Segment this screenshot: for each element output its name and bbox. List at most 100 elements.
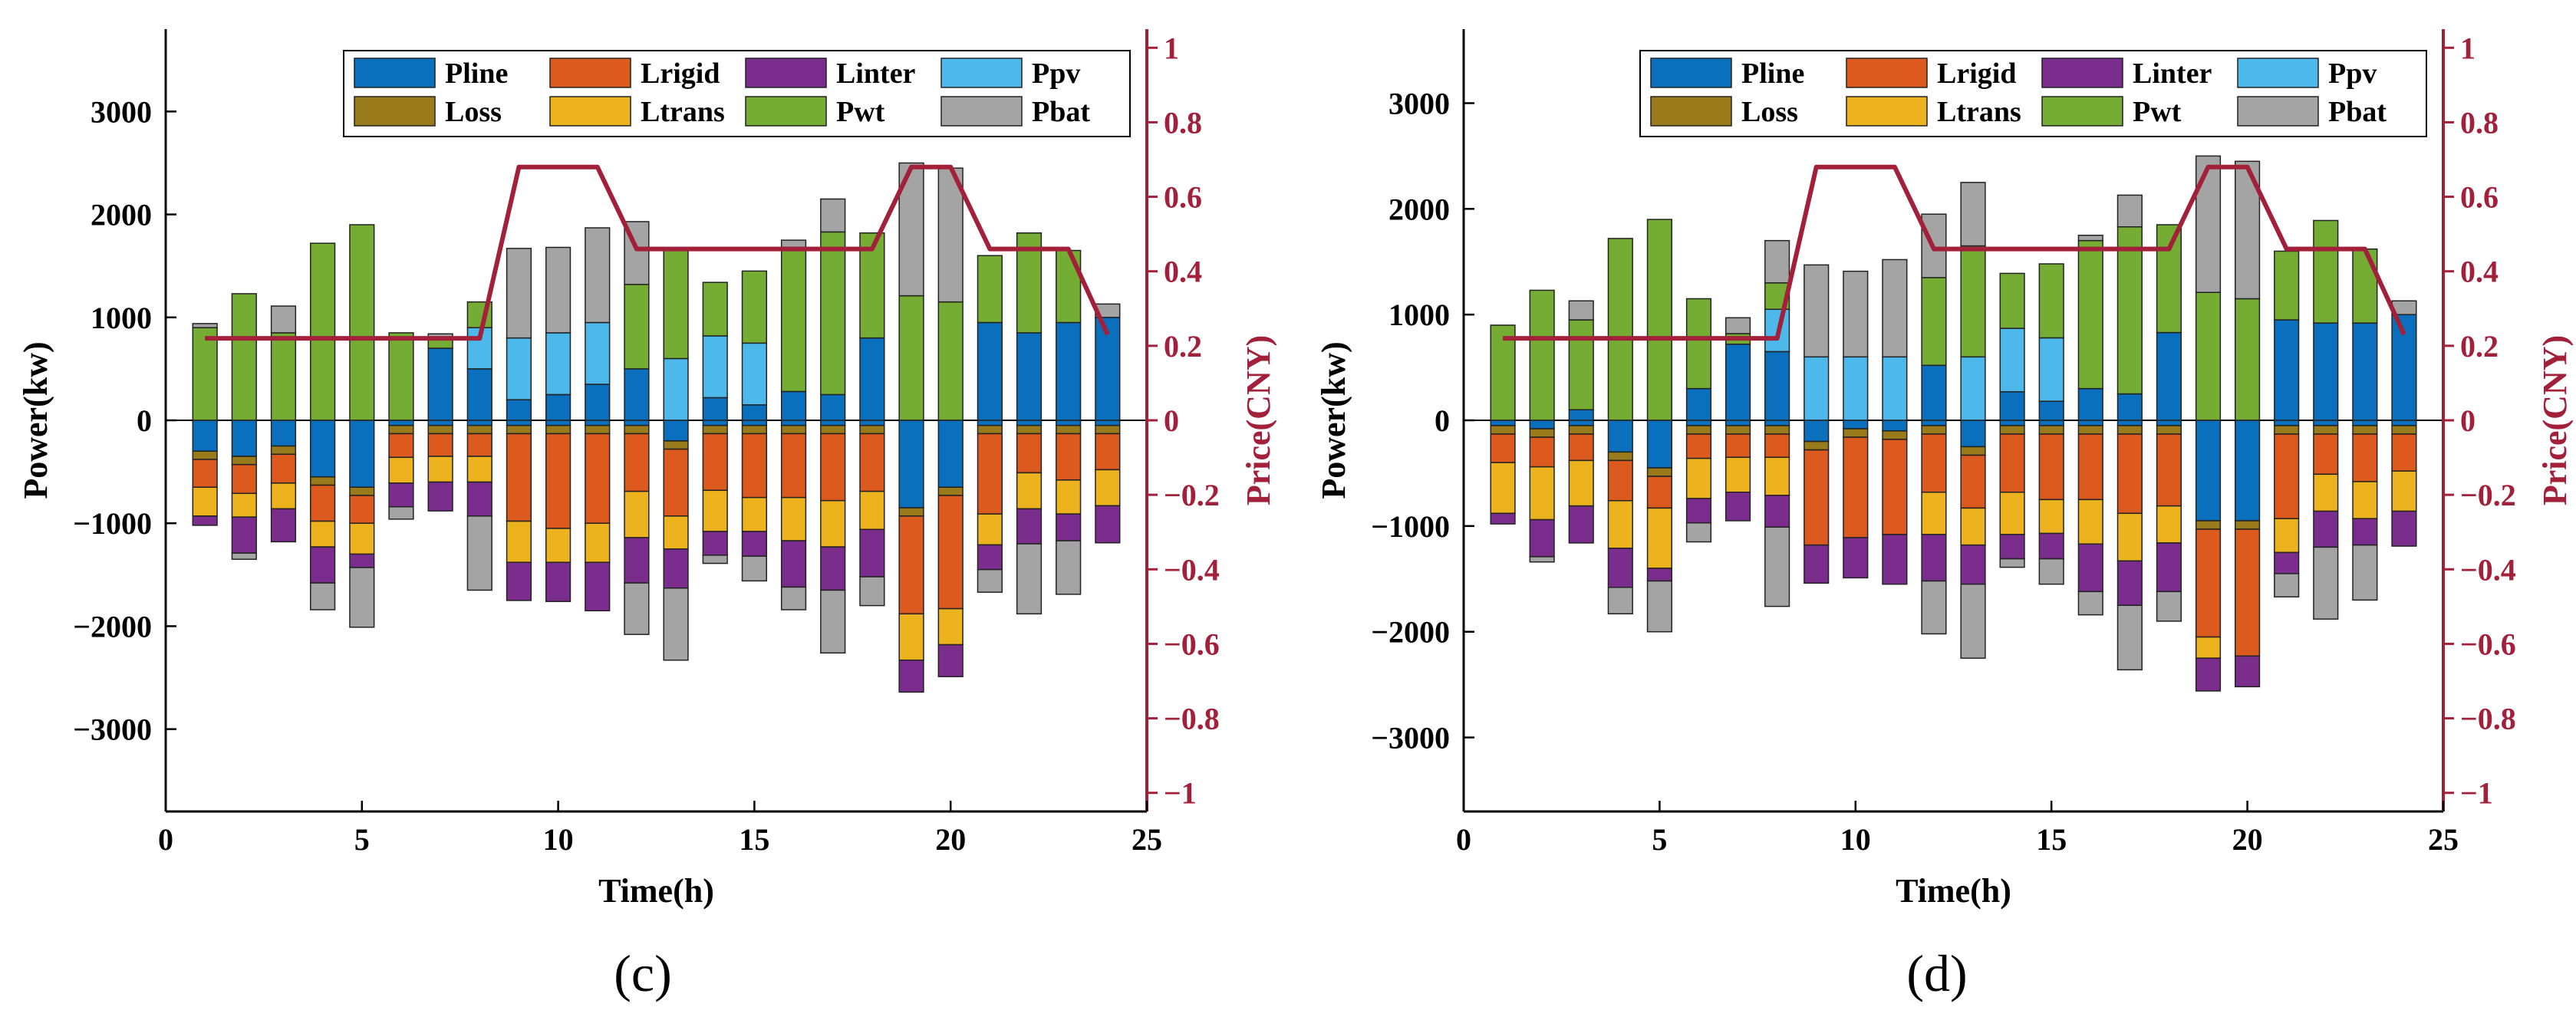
- legend-label-pwt: Pwt: [836, 96, 885, 128]
- bar-neg-ltrans-h14: [702, 489, 728, 532]
- bar-neg-pbat-h8: [466, 515, 492, 591]
- bar-neg-linter-h3: [1568, 505, 1594, 544]
- bar-neg-pline-h23: [2352, 420, 2378, 426]
- bar-neg-pline-h18: [2156, 420, 2182, 426]
- bar-neg-ltrans-h22: [1016, 472, 1043, 510]
- bar-neg-linter-h15: [741, 531, 768, 557]
- bar-neg-pbat-h5: [1646, 580, 1672, 633]
- bar-neg-loss-h8: [466, 424, 492, 435]
- bar-neg-linter-h7: [1724, 491, 1751, 522]
- bar-neg-ltrans-h13: [663, 515, 689, 550]
- bar-neg-pbat-h5: [349, 567, 375, 628]
- bar-neg-lrigid-h21: [2274, 433, 2300, 519]
- bar-pline-h14: [1999, 391, 2025, 421]
- legend-label-loss: Loss: [1741, 96, 1798, 128]
- bar-neg-pbat-h2: [231, 552, 257, 560]
- bar-pline-h7: [1724, 344, 1751, 421]
- bar-neg-loss-h9: [506, 424, 532, 435]
- bar-neg-pbat-h16: [2077, 591, 2103, 616]
- bar-neg-linter-h19: [2195, 657, 2222, 692]
- bar-neg-pbat-h4: [310, 582, 336, 611]
- bar-ppv-h15: [2038, 337, 2064, 402]
- y2-tick-label: 0: [2460, 403, 2476, 438]
- bar-neg-loss-h19: [2195, 520, 2222, 530]
- legend-label-lrigid: Lrigid: [1937, 58, 2016, 90]
- bar-neg-linter-h16: [2077, 543, 2103, 593]
- bar-neg-ltrans-h5: [349, 522, 375, 555]
- bar-neg-ltrans-h14: [1999, 491, 2025, 535]
- bar-pline-h14: [702, 397, 728, 421]
- bar-pwt-h13: [1960, 245, 1986, 358]
- bar-pline-h22: [1016, 332, 1043, 421]
- bar-neg-lrigid-h5: [349, 495, 375, 524]
- bar-pline-h12: [1921, 364, 1947, 421]
- bar-neg-pbat-h14: [1999, 558, 2025, 568]
- legend-label-linter: Linter: [836, 58, 916, 90]
- bar-neg-pline-h1: [1490, 420, 1516, 426]
- bar-neg-pbat-h15: [2038, 558, 2064, 585]
- bar-neg-pline-h4: [1607, 420, 1633, 453]
- bar-neg-lrigid-h6: [388, 433, 414, 459]
- bar-neg-loss-h22: [1016, 424, 1043, 435]
- bar-neg-ltrans-h16: [2077, 499, 2103, 545]
- legend-swatch-pwt: [2041, 96, 2123, 127]
- bar-neg-pbat-h18: [2156, 591, 2182, 622]
- y-tick-label: −2000: [73, 609, 152, 644]
- y2-tick-label: 0: [1164, 403, 1179, 438]
- bar-neg-loss-h20: [937, 486, 964, 496]
- bar-pline-h23: [1056, 321, 1082, 421]
- bar-neg-linter-h12: [1921, 534, 1947, 582]
- bar-neg-lrigid-h8: [1764, 433, 1790, 458]
- bar-neg-loss-h22: [2313, 425, 2339, 435]
- legend-label-linter: Linter: [2133, 58, 2212, 90]
- bar-neg-pbat-h18: [859, 576, 885, 607]
- bar-neg-loss-h11: [1882, 430, 1908, 440]
- y2-tick-label: 1: [1164, 31, 1179, 65]
- bar-pwt-h1: [1490, 324, 1516, 421]
- bar-pwt-h16: [2077, 239, 2103, 390]
- bar-pwt-h5: [349, 224, 375, 421]
- y2-tick-label: −0.2: [2460, 478, 2516, 512]
- bar-neg-linter-h1: [1490, 512, 1516, 525]
- bar-neg-ltrans-h23: [1056, 479, 1082, 515]
- bar-neg-pline-h9: [506, 420, 532, 426]
- bar-neg-linter-h13: [1960, 544, 1986, 585]
- bar-neg-pline-h22: [2313, 420, 2339, 426]
- bar-neg-loss-h3: [1568, 425, 1594, 435]
- bar-neg-ltrans-h23: [2352, 481, 2378, 519]
- bar-neg-pbat-h12: [624, 582, 650, 635]
- bar-pline-h23: [2352, 322, 2378, 421]
- bar-neg-lrigid-h13: [663, 448, 689, 517]
- bar-neg-loss-h5: [1646, 467, 1672, 477]
- bar-pline-h21: [2274, 319, 2300, 421]
- bar-neg-pline-h17: [2116, 420, 2143, 426]
- bar-pwt-h12: [624, 284, 650, 370]
- y2-tick-label: 0.2: [1164, 329, 1202, 364]
- legend-label-ppv: Ppv: [1032, 58, 1080, 90]
- bar-neg-lrigid-h21: [977, 433, 1003, 515]
- legend-label-pbat: Pbat: [2328, 96, 2387, 128]
- bar-neg-ltrans-h24: [1095, 469, 1121, 507]
- y2-tick-label: −0.8: [1164, 702, 1220, 736]
- bar-neg-lrigid-h24: [1095, 433, 1121, 471]
- bar-neg-pline-h8: [466, 420, 492, 426]
- bar-neg-pline-h16: [780, 420, 807, 426]
- bar-neg-linter-h22: [1016, 508, 1043, 545]
- bar-neg-loss-h5: [349, 486, 375, 496]
- bar-pwt-h23: [2352, 248, 2378, 324]
- bar-neg-pline-h18: [859, 420, 885, 426]
- legend-swatch-ppv: [2237, 58, 2319, 88]
- y2-tick-label: 0.6: [1164, 180, 1202, 215]
- bar-pline-h10: [545, 393, 572, 421]
- bar-pwt-h18: [2156, 224, 2182, 334]
- bar-neg-ltrans-h7: [1724, 456, 1751, 493]
- bar-neg-lrigid-h7: [1724, 433, 1751, 458]
- bar-neg-pline-h15: [2038, 420, 2064, 426]
- bar-neg-pbat-h22: [1016, 543, 1043, 615]
- y2-tick-label: −0.8: [2460, 702, 2516, 736]
- bar-neg-loss-h18: [2156, 425, 2182, 435]
- bar-pwt-h21: [2274, 250, 2300, 321]
- bar-neg-lrigid-h14: [1999, 433, 2025, 493]
- bar-neg-linter-h17: [820, 546, 846, 591]
